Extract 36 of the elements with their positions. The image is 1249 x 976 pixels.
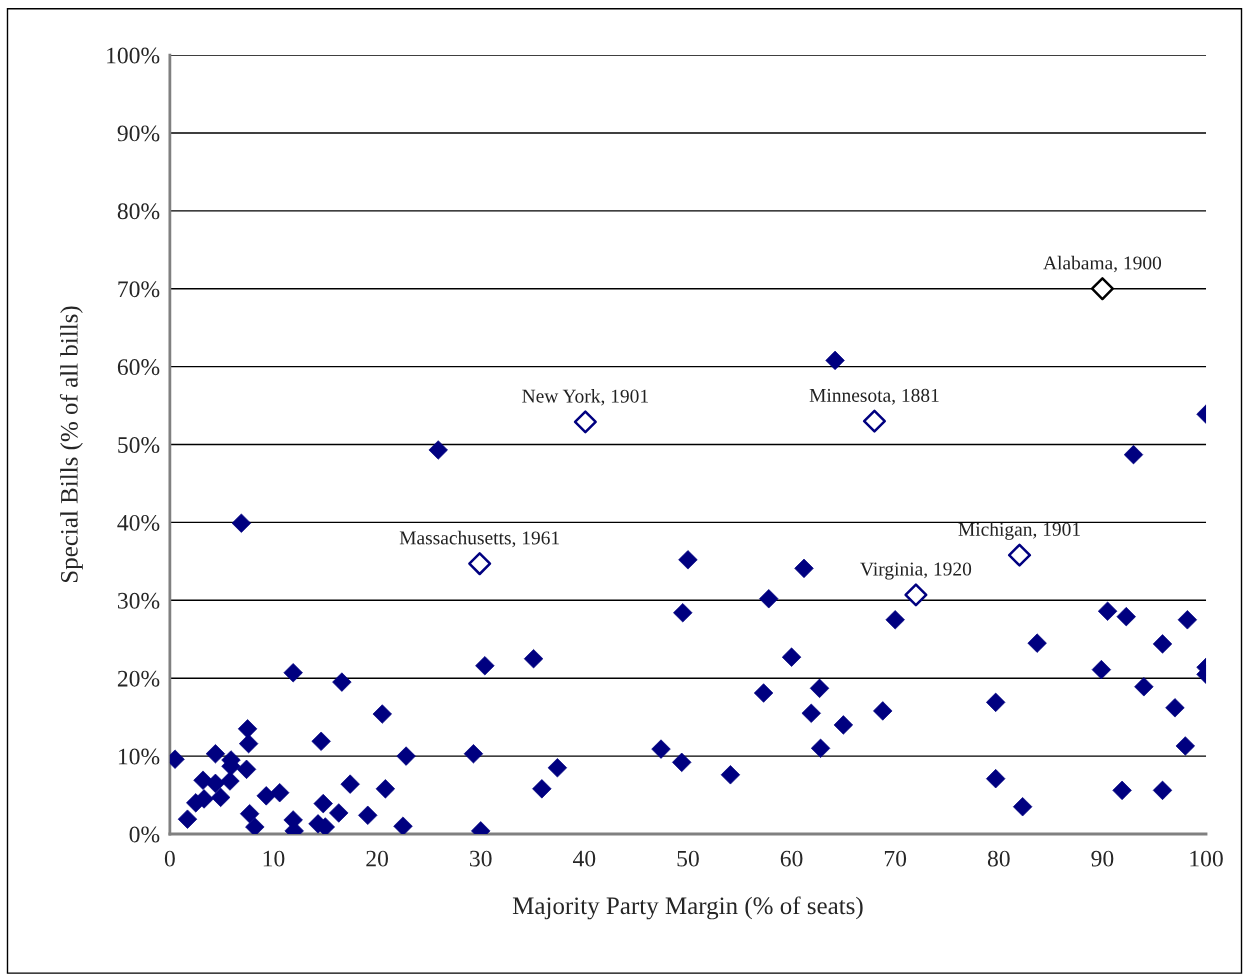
y-axis-title: Special Bills (% of all bills) xyxy=(59,306,83,583)
y-tick-label: 20% xyxy=(117,670,160,687)
annotation: Virginia, 1920 xyxy=(860,562,972,580)
point xyxy=(1090,277,1114,301)
x-tick-label: 0 xyxy=(164,850,175,867)
point xyxy=(573,410,597,434)
y-tick-label: 40% xyxy=(117,514,160,531)
y-tick-label: 100% xyxy=(107,47,160,64)
x-tick-label: 60 xyxy=(780,850,803,867)
y-tick-label: 90% xyxy=(117,125,160,142)
annotation: Minnesota, 1881 xyxy=(809,388,939,405)
point xyxy=(1007,543,1032,567)
annotation: Massachusetts, 1961 xyxy=(399,530,559,548)
annotation: Michigan, 1901 xyxy=(958,522,1080,540)
y-tick-label: 70% xyxy=(118,281,160,298)
x-tick-label: 10 xyxy=(263,850,285,867)
x-tick-label: 70 xyxy=(884,850,907,867)
y-tick-label: 10% xyxy=(118,748,160,765)
point xyxy=(862,409,887,433)
x-tick-label: 80 xyxy=(987,850,1010,867)
point xyxy=(468,552,492,576)
y-tick-label: 50% xyxy=(118,437,160,454)
x-tick-label: 100 xyxy=(1190,850,1223,867)
y-tick-label: 0% xyxy=(129,826,160,843)
x-tick-label: 40 xyxy=(572,850,596,867)
annotation: New York, 1901 xyxy=(522,389,648,406)
y-tick-label: 30% xyxy=(117,592,160,609)
x-tick-label: 20 xyxy=(366,850,388,867)
point xyxy=(904,583,928,607)
x-axis-title: Majority Party Margin (% of seats) xyxy=(512,896,863,920)
x-tick-label: 90 xyxy=(1091,850,1114,867)
y-tick-label: 80% xyxy=(117,203,160,220)
x-tick-label: 30 xyxy=(470,850,492,867)
annotation: Alabama, 1900 xyxy=(1043,255,1162,273)
y-tick-label: 60% xyxy=(117,359,160,376)
x-tick-label: 50 xyxy=(677,850,699,867)
